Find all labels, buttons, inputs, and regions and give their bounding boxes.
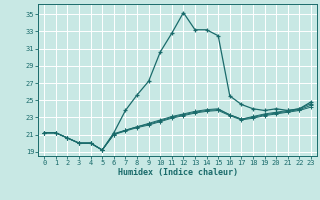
X-axis label: Humidex (Indice chaleur): Humidex (Indice chaleur) (118, 168, 238, 177)
